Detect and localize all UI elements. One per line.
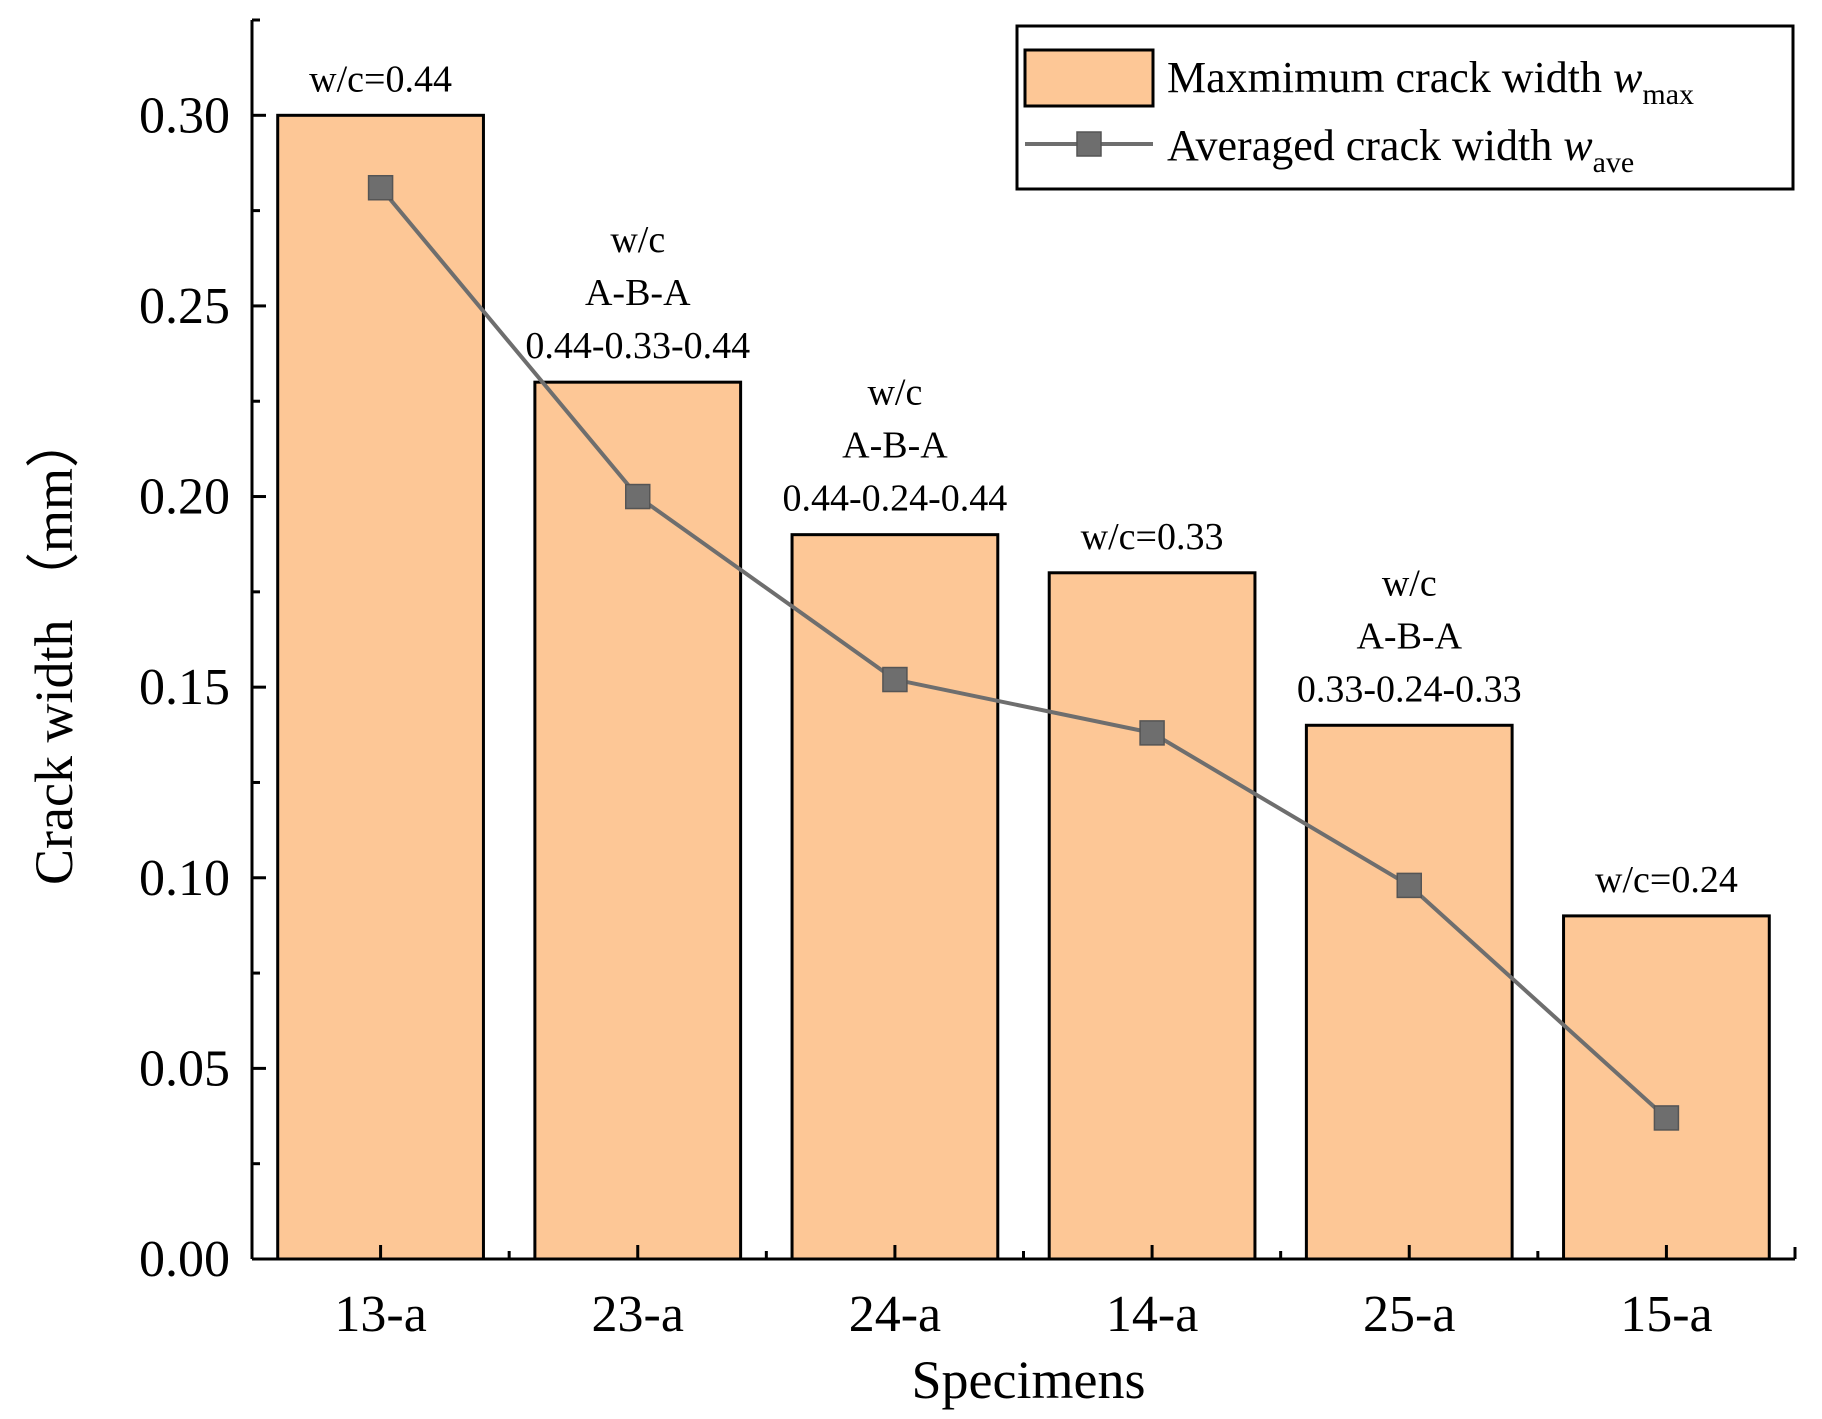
average-point-23-a: [625, 483, 651, 510]
annotation-23-a: A-B-A: [585, 272, 691, 314]
x-tick-label: 24-a: [849, 1286, 941, 1343]
annotation-15-a: w/c=0.24: [1595, 859, 1738, 901]
y-tick-label: 0.00: [139, 1231, 230, 1288]
average-point-15-a: [1653, 1105, 1680, 1131]
y-tick-label: 0.30: [139, 87, 230, 144]
annotation-24-a: A-B-A: [842, 425, 948, 467]
legend-label-ave: Averaged crack width wave: [1167, 121, 1634, 179]
annotation-25-a: w/c: [1382, 562, 1437, 604]
annotation-23-a: w/c: [610, 219, 665, 261]
legend-label-max: Maxmimum crack width wmax: [1167, 53, 1694, 111]
y-tick-label: 0.25: [139, 278, 230, 335]
bar-15-a: [1562, 914, 1771, 1261]
x-axis-title: Specimens: [912, 1350, 1146, 1410]
x-tick-label: 15-a: [1620, 1286, 1712, 1343]
annotations-layer: w/c=0.44 w/c A-B-A 0.44-0.33-0.44 w/c A-B-A 0.…: [309, 58, 1738, 901]
bar-25-a: [1304, 723, 1514, 1261]
bar-24-a: [790, 533, 1000, 1261]
bar-13-a: [276, 113, 485, 1261]
annotation-25-a: A-B-A: [1356, 615, 1462, 657]
average-point-25-a: [1396, 872, 1422, 899]
average-point-14-a: [1139, 720, 1165, 746]
y-tick-label: 0.20: [139, 469, 230, 526]
average-line-layer: [367, 174, 1680, 1131]
bars-layer: [276, 113, 1771, 1261]
annotation-23-a: 0.44-0.33-0.44: [525, 325, 750, 367]
y-tick-label: 0.05: [139, 1040, 230, 1097]
y-tick-label: 0.15: [139, 659, 230, 716]
y-tick-label: 0.10: [139, 850, 230, 907]
x-tick-label: 25-a: [1363, 1286, 1455, 1343]
annotation-14-a: w/c=0.33: [1081, 516, 1224, 558]
legend: Maxmimum crack width wmax Averaged crack …: [1015, 24, 1795, 191]
x-tick-label: 13-a: [334, 1286, 426, 1343]
annotation-13-a: w/c=0.44: [309, 58, 452, 100]
legend-marker-swatch: [1076, 131, 1102, 157]
average-point-13-a: [367, 174, 394, 201]
average-point-24-a: [882, 666, 908, 693]
axes-layer: 0.00 0.05 0.10 0.15 0.20 0.25 0.30 13-a 23-a 24-a…: [24, 18, 1797, 1410]
annotation-24-a: w/c: [867, 372, 922, 414]
annotation-24-a: 0.44-0.24-0.44: [783, 478, 1008, 520]
annotation-25-a: 0.33-0.24-0.33: [1297, 668, 1522, 710]
average-crack-width-line: [379, 186, 1668, 1120]
x-tick-label: 14-a: [1106, 1286, 1198, 1343]
y-axis-title: Crack width （mm）: [24, 414, 84, 885]
legend-bar-swatch: [1023, 48, 1155, 108]
x-tick-label: 23-a: [592, 1286, 684, 1343]
bar-14-a: [1047, 571, 1257, 1261]
bar-23-a: [533, 380, 743, 1261]
